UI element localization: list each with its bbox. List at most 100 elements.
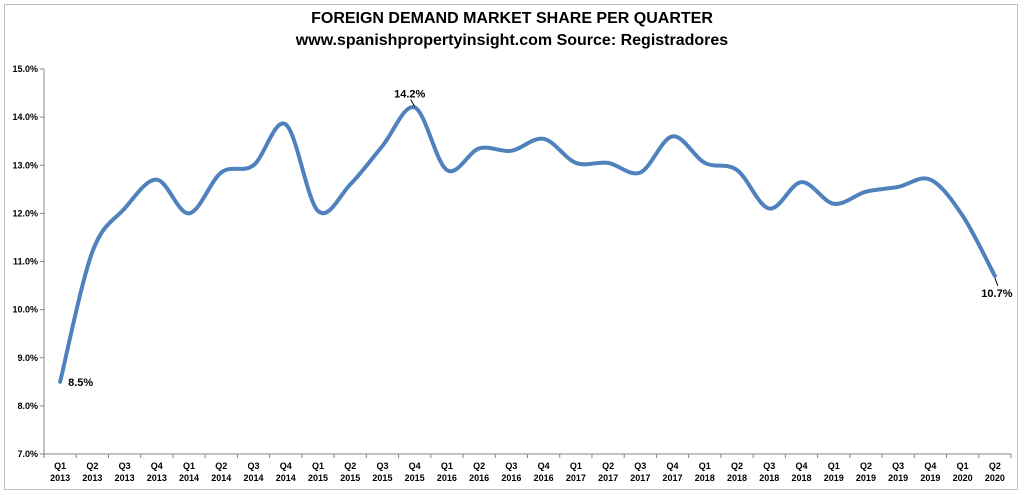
x-tick-label: Q1 2015 (308, 461, 328, 483)
x-tick-quarter: Q2 (344, 461, 356, 471)
x-tick-year: 2014 (179, 473, 199, 483)
data-point (606, 161, 610, 165)
x-tick-year: 2013 (115, 473, 135, 483)
data-point (284, 122, 288, 126)
data-labels: 8.5% 14.2% 10.7% (68, 89, 1013, 389)
x-tick-label: Q4 2014 (276, 461, 296, 483)
x-tick-label: Q3 2018 (759, 461, 779, 483)
x-tick-year: 2016 (469, 473, 489, 483)
x-tick-label: Q3 2017 (630, 461, 650, 483)
x-tick-quarter: Q3 (763, 461, 775, 471)
data-point (316, 209, 320, 213)
x-tick-label: Q2 2017 (598, 461, 618, 483)
x-tick-label: Q3 2014 (244, 461, 264, 483)
data-label: 14.2% (394, 89, 425, 101)
x-tick-year: 2013 (50, 473, 70, 483)
x-tick-year: 2014 (276, 473, 296, 483)
x-tick-year: 2018 (695, 473, 715, 483)
x-tick-label: Q2 2020 (985, 461, 1005, 483)
data-label: 8.5% (68, 377, 93, 389)
x-tick-year: 2015 (405, 473, 425, 483)
x-tick-label: Q2 2015 (340, 461, 360, 483)
x-tick-year: 2016 (534, 473, 554, 483)
x-tick-year: 2018 (791, 473, 811, 483)
x-tick-year: 2019 (920, 473, 940, 483)
x-tick-quarter: Q1 (183, 461, 195, 471)
x-tick-quarter: Q4 (795, 461, 807, 471)
x-tick-quarter: Q4 (538, 461, 550, 471)
data-point (671, 134, 675, 138)
data-label-leader (410, 99, 416, 107)
x-tick-quarter: Q3 (505, 461, 517, 471)
x-tick-quarter: Q3 (892, 461, 904, 471)
data-point (638, 170, 642, 174)
x-tick-quarter: Q1 (570, 461, 582, 471)
x-tick-label: Q3 2013 (115, 461, 135, 483)
x-tick-year: 2017 (630, 473, 650, 483)
x-tick-year: 2014 (244, 473, 264, 483)
x-tick-label: Q4 2015 (405, 461, 425, 483)
x-tick-year: 2013 (82, 473, 102, 483)
x-tick-label: Q3 2016 (501, 461, 521, 483)
data-point (252, 163, 256, 167)
data-point (574, 161, 578, 165)
x-tick-label: Q1 2013 (50, 461, 70, 483)
data-point (348, 183, 352, 187)
x-tick-quarter: Q2 (215, 461, 227, 471)
data-point (542, 137, 546, 141)
x-tick-label: Q3 2019 (888, 461, 908, 483)
data-point (767, 207, 771, 211)
x-tick-label: Q4 2013 (147, 461, 167, 483)
data-point (187, 211, 191, 215)
x-tick-label: Q1 2018 (695, 461, 715, 483)
data-point (155, 178, 159, 182)
chart-subtitle: www.spanishpropertyinsight.com Source: R… (295, 32, 729, 49)
x-tick-quarter: Q4 (667, 461, 679, 471)
x-tick-year: 2014 (211, 473, 231, 483)
x-tick-year: 2018 (727, 473, 747, 483)
data-point (832, 202, 836, 206)
data-point (864, 190, 868, 194)
x-tick-year: 2020 (985, 473, 1005, 483)
data-point (123, 207, 127, 211)
x-tick-quarter: Q1 (54, 461, 66, 471)
x-tick-year: 2019 (824, 473, 844, 483)
x-tick-quarter: Q4 (151, 461, 163, 471)
data-point (928, 178, 932, 182)
data-label-leader (994, 277, 999, 287)
data-point (961, 214, 965, 218)
x-tick-year: 2020 (953, 473, 973, 483)
x-tick-label: Q1 2016 (437, 461, 457, 483)
y-tick-label: 8.0% (17, 401, 38, 411)
x-tick-year: 2017 (566, 473, 586, 483)
x-tick-quarter: Q3 (376, 461, 388, 471)
x-tick-year: 2013 (147, 473, 167, 483)
x-tick-year: 2015 (340, 473, 360, 483)
y-tick-label: 15.0% (12, 64, 38, 74)
x-tick-quarter: Q2 (731, 461, 743, 471)
x-tick-quarter: Q1 (441, 461, 453, 471)
data-point (896, 185, 900, 189)
y-tick-label: 9.0% (17, 353, 38, 363)
data-point (735, 168, 739, 172)
chart-frame (4, 4, 1018, 490)
y-tick-label: 11.0% (13, 257, 38, 267)
x-tick-label: Q3 2015 (372, 461, 392, 483)
y-tick-label: 12.0% (12, 208, 38, 218)
x-tick-label: Q2 2014 (211, 461, 231, 483)
x-axis: Q1 2013 Q2 2013 Q3 2013 Q4 2013 Q1 2014 Q2 2014 Q3 20… (43, 453, 1012, 483)
y-tick-label: 14.0% (12, 112, 38, 122)
series-line (58, 105, 997, 384)
x-tick-quarter: Q1 (312, 461, 324, 471)
data-point (799, 180, 803, 184)
x-tick-quarter: Q4 (409, 461, 421, 471)
x-tick-label: Q2 2016 (469, 461, 489, 483)
x-tick-label: Q1 2017 (566, 461, 586, 483)
data-point (445, 168, 449, 172)
y-axis: 7.0% 8.0% 9.0% 10.0% 11.0% 12.0% 13.0% 14.0% 15.… (12, 64, 45, 459)
x-tick-quarter: Q2 (86, 461, 98, 471)
x-tick-quarter: Q2 (860, 461, 872, 471)
x-tick-quarter: Q3 (119, 461, 131, 471)
chart-title: FOREIGN DEMAND MARKET SHARE PER QUARTER (311, 10, 713, 27)
